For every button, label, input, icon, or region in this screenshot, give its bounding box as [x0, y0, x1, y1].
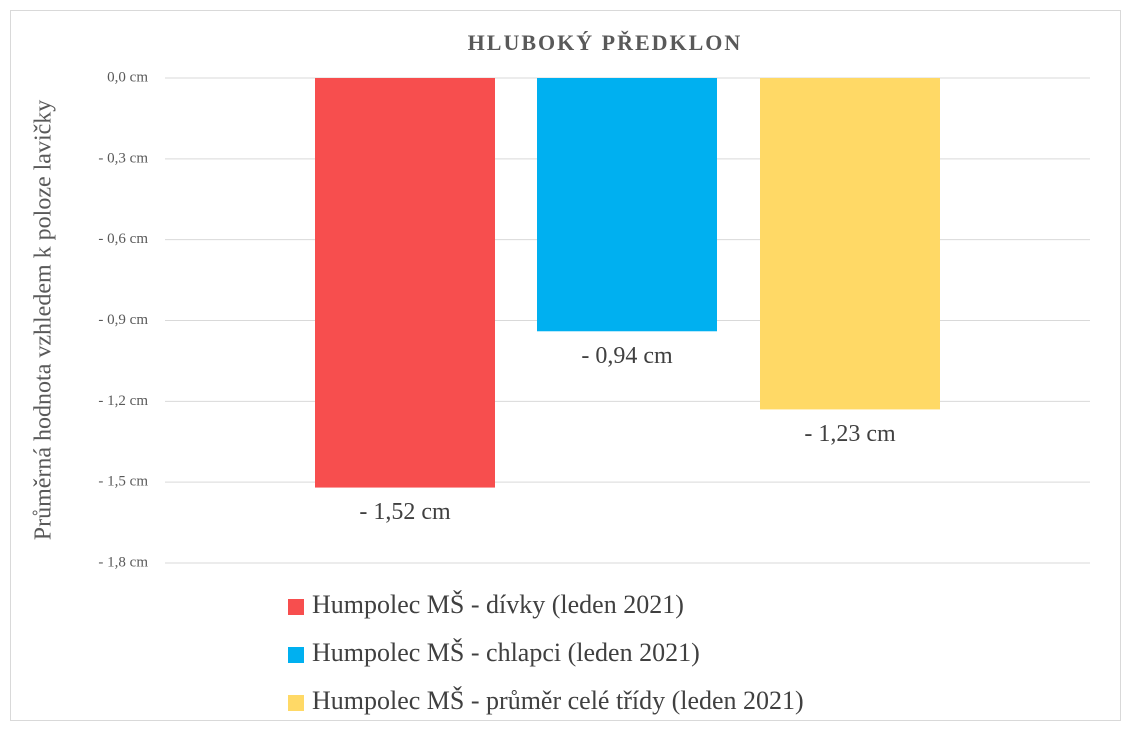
data-label: - 1,23 cm [804, 421, 896, 447]
data-label: - 0,94 cm [581, 343, 673, 369]
y-tick-label: - 0,6 cm [98, 231, 148, 247]
bar [760, 78, 940, 410]
legend-swatch [288, 647, 304, 663]
y-tick-label: - 1,2 cm [98, 393, 148, 409]
legend-swatch [288, 695, 304, 711]
bar [315, 78, 495, 488]
legend-swatch [288, 599, 304, 615]
bar [537, 78, 717, 332]
y-tick-label: - 0,9 cm [98, 312, 148, 328]
y-tick-label: 0,0 cm [107, 69, 148, 85]
y-tick-label: - 0,3 cm [98, 150, 148, 166]
legend-label: Humpolec MŠ - dívky (leden 2021) [312, 590, 684, 619]
data-label: - 1,52 cm [359, 499, 451, 525]
y-tick-label: - 1,5 cm [98, 474, 148, 490]
chart-title: HLUBOKÝ PŘEDKLON [468, 30, 743, 55]
legend-label: Humpolec MŠ - chlapci (leden 2021) [312, 638, 700, 667]
legend-label: Humpolec MŠ - průměr celé třídy (leden 2… [312, 686, 804, 715]
y-tick-label: - 1,8 cm [98, 554, 148, 570]
y-axis-label: Průměrná hodnota vzhledem k poloze lavič… [31, 100, 57, 541]
